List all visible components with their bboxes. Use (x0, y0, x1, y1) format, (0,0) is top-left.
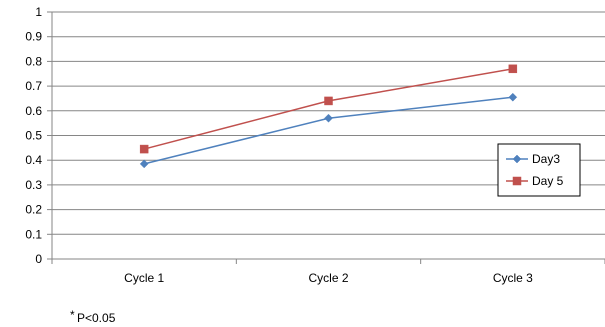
y-tick-label: 1 (35, 5, 42, 19)
data-point (139, 159, 149, 169)
data-point (324, 96, 333, 106)
axes (47, 11, 605, 264)
footnote: * P<0.05 (70, 308, 116, 325)
y-tick-label: 0.2 (25, 203, 42, 217)
legend-label: Day 5 (532, 174, 564, 188)
legend-marker (512, 154, 522, 164)
x-axis-tick-labels: Cycle 1 Cycle 2 Cycle 3 (124, 271, 533, 285)
y-tick-label: 0.7 (25, 79, 42, 93)
series-line (143, 68, 513, 150)
y-tick-label: 0.4 (25, 153, 42, 167)
y-tick-label: 0 (35, 252, 42, 266)
y-tick-label: 0.3 (25, 178, 42, 192)
y-tick-label: 0.6 (25, 104, 42, 118)
legend-marker (512, 176, 522, 186)
footnote-symbol: * (70, 308, 75, 322)
data-point (508, 64, 518, 74)
x-tick-label: Cycle 3 (493, 271, 533, 285)
legend-box (497, 143, 581, 197)
series-line (143, 96, 513, 165)
y-tick-label: 0.5 (25, 129, 42, 143)
legend-label: Day3 (532, 152, 560, 166)
x-tick-label: Cycle 1 (124, 271, 164, 285)
footnote-text: P<0.05 (77, 311, 116, 325)
legend: Day3 Day 5 (497, 143, 581, 197)
series-lines (139, 64, 518, 169)
y-tick-label: 0.9 (25, 30, 42, 44)
data-point (508, 92, 518, 102)
data-point (324, 113, 333, 123)
x-tick-label: Cycle 2 (308, 271, 348, 285)
y-tick-label: 0.1 (25, 227, 42, 241)
y-axis-tick-labels: 0 0.1 0.2 0.3 0.4 0.5 0.6 0.7 0.8 0.9 1 (25, 5, 42, 266)
data-point (139, 144, 149, 154)
y-tick-label: 0.8 (25, 54, 42, 68)
grid-lines (52, 11, 605, 235)
